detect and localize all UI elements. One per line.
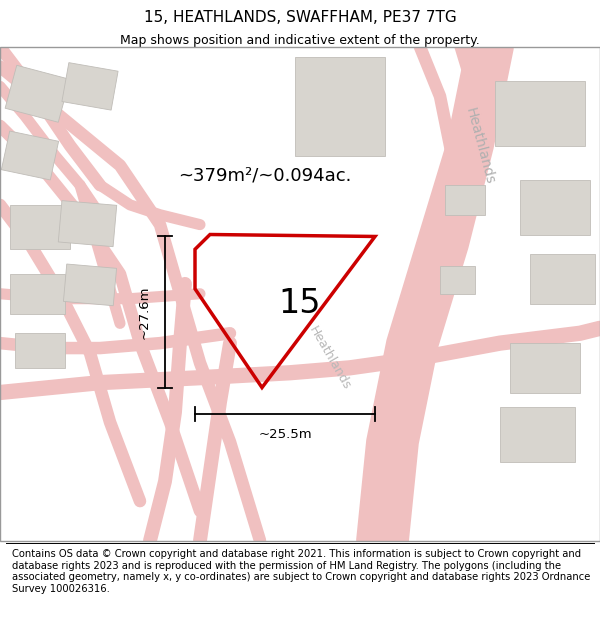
Polygon shape xyxy=(5,65,70,122)
Text: ~27.6m: ~27.6m xyxy=(138,285,151,339)
Bar xyxy=(15,333,65,367)
Polygon shape xyxy=(64,264,116,306)
Bar xyxy=(520,180,590,234)
Text: 15, HEATHLANDS, SWAFFHAM, PE37 7TG: 15, HEATHLANDS, SWAFFHAM, PE37 7TG xyxy=(143,10,457,25)
Bar xyxy=(295,57,385,156)
Bar xyxy=(10,274,65,314)
Bar xyxy=(445,185,485,215)
Text: Contains OS data © Crown copyright and database right 2021. This information is : Contains OS data © Crown copyright and d… xyxy=(12,549,590,594)
Text: 15: 15 xyxy=(279,287,321,320)
Bar xyxy=(510,343,580,392)
Bar xyxy=(10,205,70,249)
Polygon shape xyxy=(62,62,118,110)
Bar xyxy=(495,81,585,146)
Bar xyxy=(500,408,575,462)
Polygon shape xyxy=(58,201,117,247)
Text: ~25.5m: ~25.5m xyxy=(258,428,312,441)
Polygon shape xyxy=(1,131,59,180)
Text: Heathlands: Heathlands xyxy=(307,324,353,392)
Text: ~379m²/~0.094ac.: ~379m²/~0.094ac. xyxy=(178,166,352,184)
Bar xyxy=(530,254,595,304)
Text: Map shows position and indicative extent of the property.: Map shows position and indicative extent… xyxy=(120,34,480,47)
Bar xyxy=(440,266,475,294)
Text: Heathlands: Heathlands xyxy=(463,106,497,186)
